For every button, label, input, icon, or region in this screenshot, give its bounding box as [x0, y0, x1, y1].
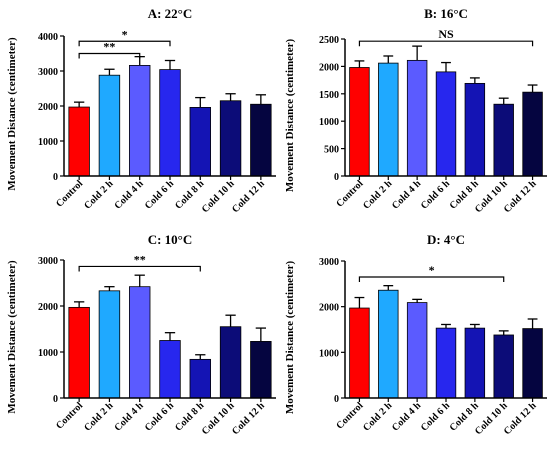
y-tick-label: 500	[324, 145, 339, 156]
chart-title: D: 4°C	[427, 232, 465, 247]
chart-panel-3: C: 10°C Movement Distance (centimeter) 0 10…	[6, 232, 276, 437]
bar-5	[464, 327, 486, 399]
y-tick-label: 1000	[38, 137, 58, 148]
x-tick-label: Cold 4 h	[113, 400, 147, 434]
chart-panel-4: D: 4°C Movement Distance (centimeter) 0 100…	[284, 232, 547, 437]
significance-label: **	[103, 40, 115, 54]
bar-1	[349, 307, 370, 399]
bar-3	[129, 65, 151, 177]
y-tick-label: 3000	[38, 67, 58, 78]
y-tick-label: 0	[334, 394, 339, 405]
x-tick-label: Cold 12 h	[230, 400, 267, 437]
bar-1	[349, 67, 370, 177]
chart-panel-2: B: 16°C Movement Distance (centimeter) 0 50…	[284, 6, 547, 215]
x-tick-label: Cold 2 h	[361, 178, 395, 212]
x-tick-label: Cold 2 h	[82, 178, 116, 212]
y-tick-label: 4000	[38, 32, 58, 43]
y-tick-label: 0	[53, 172, 58, 183]
x-tick-label: Cold 6 h	[419, 178, 453, 212]
y-axis-label: Movement Distance (centimeter)	[284, 39, 296, 193]
significance-bracket	[78, 265, 201, 272]
y-tick-label: 1000	[38, 348, 58, 359]
bar-2	[98, 74, 121, 177]
bar-2	[378, 289, 399, 399]
bar-3	[406, 302, 428, 399]
bar-7	[522, 91, 543, 177]
y-tick-label: 3000	[38, 256, 58, 267]
x-tick-label: Cold 2 h	[82, 400, 116, 434]
significance-label: NS	[438, 27, 454, 41]
significance-label: *	[429, 263, 435, 277]
bar-5	[189, 107, 211, 177]
significance-bracket	[358, 276, 505, 282]
y-tick-label: 2000	[38, 302, 58, 313]
significance-label: **	[134, 252, 146, 266]
y-tick-label: 0	[53, 394, 58, 405]
bar-5	[464, 82, 486, 177]
y-tick-label: 2500	[319, 35, 339, 46]
bar-4	[159, 340, 181, 399]
bar-4	[435, 71, 457, 177]
bar-7	[250, 341, 272, 399]
bar-4	[435, 327, 457, 399]
y-tick-label: 1500	[319, 90, 339, 101]
x-tick-label: Cold 6 h	[419, 400, 453, 434]
bar-5	[189, 358, 211, 399]
x-tick-label: Control	[54, 400, 85, 431]
bar-6	[493, 103, 514, 177]
y-tick-label: 2000	[319, 62, 339, 73]
x-tick-label: Cold 6 h	[143, 400, 177, 434]
significance-bracket	[78, 52, 141, 59]
x-tick-label: Cold 12 h	[502, 178, 539, 215]
x-tick-label: Cold 12 h	[230, 178, 267, 215]
bar-4	[159, 69, 181, 177]
bar-1	[68, 106, 90, 177]
chart-title: C: 10°C	[148, 232, 193, 247]
bar-6	[219, 326, 242, 399]
bar-2	[98, 290, 121, 399]
y-tick-label: 1000	[319, 117, 339, 128]
y-axis-label: Movement Distance (centimeter)	[6, 37, 18, 191]
bar-7	[250, 103, 272, 177]
bar-3	[129, 286, 151, 399]
bar-2	[378, 62, 399, 177]
y-tick-label: 3000	[319, 257, 339, 268]
x-tick-label: Cold 12 h	[502, 400, 539, 437]
chart-title: A: 22°C	[148, 6, 193, 21]
x-tick-label: Cold 2 h	[361, 400, 395, 434]
y-tick-label: 2000	[38, 102, 58, 113]
x-tick-label: Control	[54, 178, 85, 209]
bar-6	[493, 334, 514, 399]
y-axis-label: Movement Distance (centimeter)	[6, 260, 18, 414]
x-tick-label: Cold 4 h	[390, 178, 424, 212]
y-tick-label: 0	[334, 172, 339, 183]
chart-title: B: 16°C	[424, 6, 468, 21]
significance-bracket	[358, 40, 534, 47]
y-axis-label: Movement Distance (centimeter)	[284, 261, 296, 415]
significance-bracket	[78, 40, 171, 47]
chart-panel-1: A: 22°C Movement Distance (centimeter) 0 10…	[6, 6, 276, 215]
x-tick-label: Cold 4 h	[113, 178, 147, 212]
bar-7	[522, 328, 543, 399]
x-tick-label: Cold 4 h	[390, 400, 424, 434]
y-tick-label: 2000	[319, 303, 339, 314]
bar-6	[219, 100, 242, 177]
bar-1	[68, 306, 90, 399]
bar-3	[406, 59, 428, 177]
y-tick-label: 1000	[319, 348, 339, 359]
x-tick-label: Cold 6 h	[143, 178, 177, 212]
significance-label: *	[122, 27, 128, 41]
